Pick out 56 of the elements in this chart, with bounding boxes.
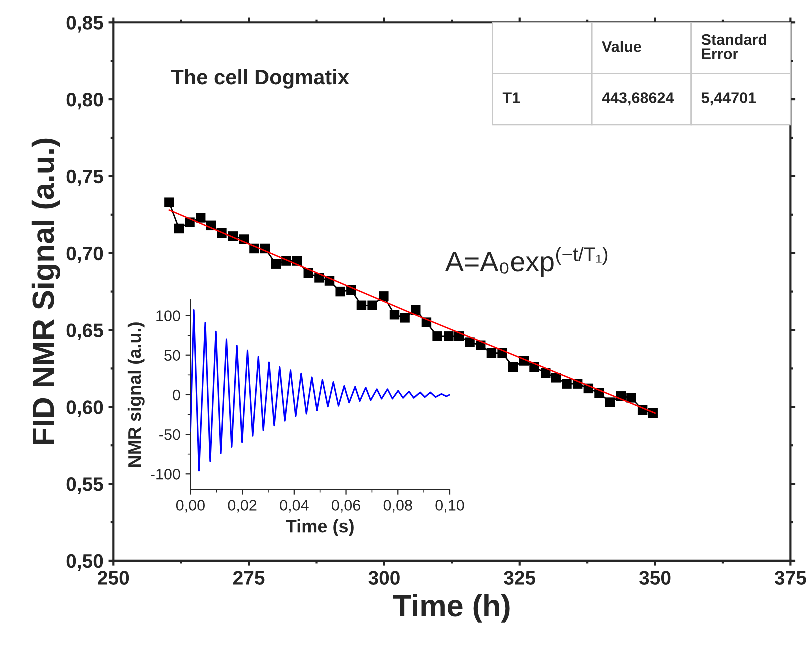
x-tick-label: 325 — [504, 571, 536, 585]
x-tick-label: 0,10 — [436, 500, 464, 513]
point — [400, 313, 410, 323]
line-series — [190, 309, 450, 472]
y-tick-label: 0,65 — [66, 324, 104, 340]
point — [551, 373, 562, 383]
x-axis-title: Time (h) — [393, 594, 510, 623]
y-axis-title: NMR signal (a.u.) — [128, 322, 145, 467]
annotation: T1 — [502, 92, 520, 104]
annotation: Value — [602, 41, 642, 52]
y-tick-label: 0,80 — [66, 93, 104, 110]
x-tick-label: 350 — [640, 571, 671, 585]
point — [196, 213, 206, 223]
y-tick-label: 0,60 — [66, 400, 104, 418]
point — [356, 300, 367, 310]
x-axis-title: Time (s) — [286, 519, 354, 536]
point — [626, 393, 636, 403]
y-tick-label: 0,70 — [66, 246, 104, 264]
point — [562, 379, 572, 389]
annotation: A=A₀exp$^{(−t/T₁)}$ — [445, 247, 608, 278]
y-tick-label: 50 — [164, 350, 180, 362]
point — [174, 224, 184, 234]
annotation: 5,44701 — [702, 92, 756, 106]
x-tick-label: 0,08 — [384, 500, 412, 513]
y-tick-label: 0,85 — [66, 16, 104, 33]
x-tick-label: 275 — [234, 571, 265, 585]
x-tick-label: 375 — [774, 571, 806, 585]
point — [164, 198, 174, 208]
annotation: Standard Error — [702, 34, 767, 60]
point — [444, 332, 454, 342]
y-tick-label: 0,75 — [66, 170, 104, 187]
point — [486, 348, 497, 358]
y-tick-label: 0 — [173, 390, 180, 401]
point — [379, 292, 389, 302]
y-tick-label: 100 — [156, 310, 180, 322]
point — [465, 338, 475, 348]
point — [432, 332, 442, 342]
point — [508, 362, 518, 372]
x-tick-label: 250 — [98, 571, 130, 585]
point — [605, 398, 616, 408]
point — [390, 310, 400, 320]
y-axis-title: FID NMR Signal (a.u.) — [32, 138, 61, 444]
x-tick-label: 0,02 — [228, 500, 257, 513]
annotation: 443,68624 — [602, 92, 674, 106]
y-tick-label: -50 — [160, 429, 180, 440]
point — [271, 259, 281, 269]
point — [368, 300, 378, 310]
y-tick-label: 0,55 — [66, 478, 104, 494]
x-tick-label: 0,04 — [280, 500, 309, 513]
x-tick-label: 0,06 — [332, 500, 360, 513]
y-tick-label: 0,50 — [66, 554, 104, 572]
x-tick-label: 300 — [368, 571, 400, 585]
y-tick-label: -100 — [151, 469, 180, 480]
x-tick-label: 0,00 — [176, 500, 205, 513]
point — [336, 286, 346, 297]
annotation: The cell Dogmatix — [171, 69, 350, 89]
